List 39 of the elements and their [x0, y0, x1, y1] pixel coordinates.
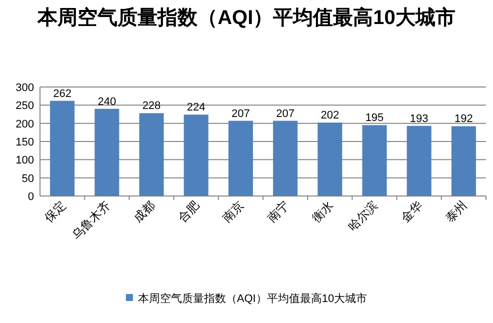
data-label: 228 [142, 100, 161, 112]
y-tick-label: 150 [16, 136, 34, 148]
x-tick-label: 乌鲁木齐 [69, 198, 114, 242]
data-label: 240 [98, 96, 116, 108]
data-label: 202 [320, 110, 340, 122]
bar [184, 114, 208, 196]
data-label: 193 [410, 112, 428, 125]
bar [362, 125, 387, 196]
x-tick-label: 南京 [220, 198, 247, 226]
bar [228, 120, 253, 196]
x-tick-label: 合肥 [175, 198, 202, 226]
x-tick-label: 金华 [398, 198, 426, 226]
bar [139, 113, 164, 196]
x-tick-label: 保定 [42, 198, 68, 226]
y-tick-label: 100 [16, 154, 34, 167]
y-tick-label: 200 [16, 118, 34, 130]
data-label: 224 [186, 102, 206, 114]
x-tick-label: 泰州 [442, 198, 470, 226]
x-tick-label: 哈尔滨 [345, 198, 381, 234]
y-tick-label: 250 [16, 100, 34, 112]
x-tick-label: 南宁 [264, 198, 292, 226]
x-tick-label: 成都 [130, 198, 158, 226]
bar [318, 122, 342, 196]
data-label: 192 [454, 113, 473, 126]
bar [451, 126, 476, 196]
x-tick-label: 衡水 [309, 198, 336, 226]
chart-title: 本周空气质量指数（AQI）平均值最高10大城市 [36, 6, 456, 29]
bar [273, 120, 298, 196]
data-label: 195 [365, 112, 384, 124]
y-tick-label: 0 [28, 191, 34, 203]
bar [94, 108, 120, 196]
data-label: 207 [276, 108, 294, 120]
y-tick-label: 300 [16, 82, 34, 94]
data-label: 262 [53, 88, 72, 100]
bar [50, 100, 75, 196]
legend: 本周空气质量指数（AQI）平均值最高10大城市 [126, 293, 368, 305]
bar [406, 126, 432, 196]
data-label: 207 [232, 108, 250, 120]
y-tick-label: 50 [22, 172, 34, 185]
